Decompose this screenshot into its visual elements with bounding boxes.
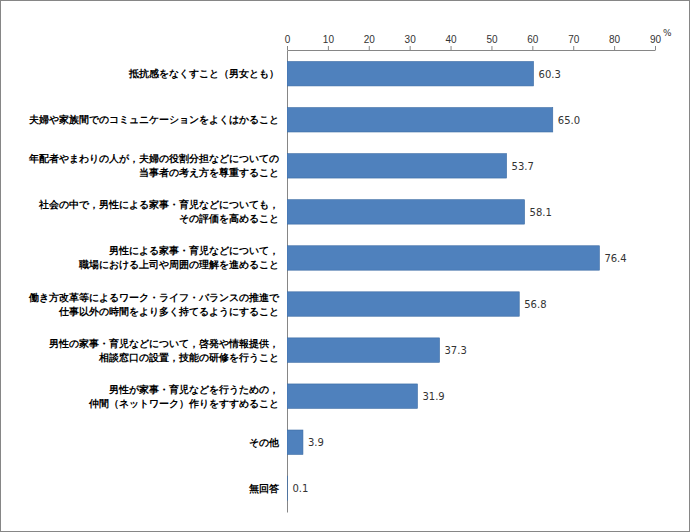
x-axis-line	[288, 50, 656, 51]
x-tick-mark	[491, 46, 492, 50]
data-label: 0.1	[292, 483, 308, 494]
x-tick: 50	[486, 34, 498, 50]
bar	[287, 200, 525, 224]
data-label: 60.3	[539, 69, 561, 80]
data-label: 58.1	[530, 207, 552, 218]
x-tick: 20	[364, 34, 376, 50]
y-tick-label: 社会の中で，男性による家事・育児などについても， その評価を高めること	[38, 199, 279, 224]
y-tick-label-line: 働き方改革等によるワーク・ライフ・バランスの推進で	[28, 292, 280, 303]
y-tick: 男性による家事・育児などについて， 職場における上司や周囲の理解を進めること	[78, 245, 287, 271]
bar	[287, 246, 599, 270]
x-tick: 70	[568, 34, 580, 50]
y-tick-label-line: 男性による家事・育児などについて，	[108, 245, 279, 257]
y-tick-label: 抵抗感をなくすこと（男女とも）	[128, 68, 279, 80]
y-tick-label-line: 男性が家事・育児などを行うための，	[108, 384, 279, 396]
x-tick-mark	[614, 46, 615, 50]
x-tick-label: 30	[405, 34, 417, 45]
x-tick: 60	[527, 34, 539, 50]
y-tick: 働き方改革等によるワーク・ライフ・バランスの推進で仕事以外の時間をより多く持てる…	[28, 292, 287, 318]
plot: 0 10 20 30 40 50 60 70 80 90 抵抗感をなくすこと（男女とも） 夫婦や家族間…	[28, 34, 661, 513]
x-tick: 40	[445, 34, 457, 50]
y-tick-label: 男性の家事・育児などについて，啓発や情報提供， 相談窓口の設置，技能の研修を行うこ…	[48, 338, 279, 364]
x-tick-label: 60	[527, 34, 539, 45]
y-tick-label-line: 仲間（ネットワーク）作りをすすめること	[88, 398, 279, 410]
y-tick-label-line: 社会の中で，男性による家事・育児などについても，	[38, 199, 279, 211]
x-tick-mark	[287, 46, 288, 50]
y-tick-label-line: 抵抗感をなくすこと（男女とも）	[128, 68, 279, 80]
x-tick-mark	[451, 46, 452, 50]
data-label: 37.3	[445, 345, 467, 356]
x-tick: 90	[650, 34, 662, 50]
y-tick-label-line: 相談窓口の設置，技能の研修を行うこと	[98, 352, 279, 364]
data-label: 53.7	[512, 161, 534, 172]
y-tick-label-line: 職場における上司や周囲の理解を進めること	[78, 259, 279, 271]
y-tick-label: 男性による家事・育児などについて， 職場における上司や周囲の理解を進めること	[78, 245, 279, 271]
y-tick: 抵抗感をなくすこと（男女とも）	[128, 68, 287, 80]
data-label: 76.4	[604, 253, 626, 264]
x-axis: 0 10 20 30 40 50 60 70 80 90	[285, 34, 662, 51]
x-tick-mark	[532, 46, 533, 50]
y-axis: 抵抗感をなくすこと（男女とも） 夫婦や家族間でのコミュニケーションをよくはかること…	[28, 51, 288, 513]
x-tick-mark	[328, 46, 329, 50]
data-label: 56.8	[524, 299, 546, 310]
y-tick-label-line: 当事者の考え方を尊重すること	[139, 167, 279, 179]
x-tick-label: 50	[486, 34, 498, 45]
x-tick-mark	[410, 46, 411, 50]
data-label: 65.0	[558, 115, 580, 126]
chart-frame	[1, 1, 690, 532]
x-tick-label: 40	[445, 34, 457, 45]
x-tick-label: 70	[568, 34, 580, 45]
x-tick-mark	[573, 46, 574, 50]
x-tick-mark	[369, 46, 370, 50]
y-tick-label: その他	[249, 437, 280, 448]
data-labels: 60.3 65.0 53.7 58.1 76.4 56.8 37.3 31.9 3.9 0.1	[292, 69, 626, 495]
chart: 0 10 20 30 40 50 60 70 80 90 抵抗感をなくすこと（男女とも） 夫婦や家族間…	[0, 0, 690, 532]
x-tick: 10	[323, 34, 335, 50]
y-tick: 男性が家事・育児などを行うための， 仲間（ネットワーク）作りをすすめること	[88, 384, 287, 410]
y-tick-label-line: その評価を高めること	[179, 213, 279, 224]
y-tick-label-line: 夫婦や家族間でのコミュニケーションをよくはかること	[28, 114, 279, 126]
bar	[287, 384, 417, 408]
x-tick-label: 90	[650, 34, 662, 45]
bar	[287, 430, 303, 454]
y-tick: 夫婦や家族間でのコミュニケーションをよくはかること	[28, 114, 287, 126]
x-tick-label: 80	[609, 34, 621, 45]
bar	[287, 108, 553, 132]
data-label: 3.9	[308, 437, 324, 448]
bar	[287, 62, 534, 86]
bar	[287, 338, 440, 362]
y-tick-label-line: 男性の家事・育児などについて，啓発や情報提供，	[48, 338, 279, 350]
bar	[287, 292, 519, 316]
bar	[287, 476, 288, 500]
y-tick-label: 男性が家事・育児などを行うための， 仲間（ネットワーク）作りをすすめること	[88, 384, 279, 410]
x-tick-label: 10	[323, 34, 335, 45]
y-tick: その他	[249, 437, 287, 448]
y-tick: 年配者やまわりの人が，夫婦の役割分担などについての当事者の考え方を尊重すること	[28, 153, 287, 179]
y-tick-label-line: 年配者やまわりの人が，夫婦の役割分担などについての	[28, 153, 279, 165]
y-tick-label-line: 仕事以外の時間をより多く持てるようにすること	[58, 306, 279, 318]
x-tick-mark	[655, 46, 656, 50]
x-tick-label: 0	[285, 34, 291, 45]
y-tick-label: 無回答	[248, 483, 280, 494]
bar	[287, 154, 507, 178]
x-tick: 0	[285, 34, 291, 50]
data-label: 31.9	[422, 391, 444, 402]
y-tick-label: 年配者やまわりの人が，夫婦の役割分担などについての当事者の考え方を尊重すること	[28, 153, 279, 179]
bars	[287, 62, 599, 501]
x-tick: 80	[609, 34, 621, 50]
y-tick-label-line: 無回答	[248, 483, 280, 494]
y-tick-label: 夫婦や家族間でのコミュニケーションをよくはかること	[28, 114, 279, 126]
y-tick: 無回答	[248, 483, 287, 494]
y-tick: 男性の家事・育児などについて，啓発や情報提供， 相談窓口の設置，技能の研修を行うこ…	[48, 338, 287, 364]
x-axis-title: %	[663, 28, 672, 38]
x-tick-label: 20	[364, 34, 376, 45]
x-tick: 30	[405, 34, 417, 50]
y-tick-label-line: その他	[249, 437, 280, 448]
y-tick-label: 働き方改革等によるワーク・ライフ・バランスの推進で仕事以外の時間をより多く持てる…	[28, 292, 280, 318]
y-tick: 社会の中で，男性による家事・育児などについても， その評価を高めること	[38, 199, 287, 224]
